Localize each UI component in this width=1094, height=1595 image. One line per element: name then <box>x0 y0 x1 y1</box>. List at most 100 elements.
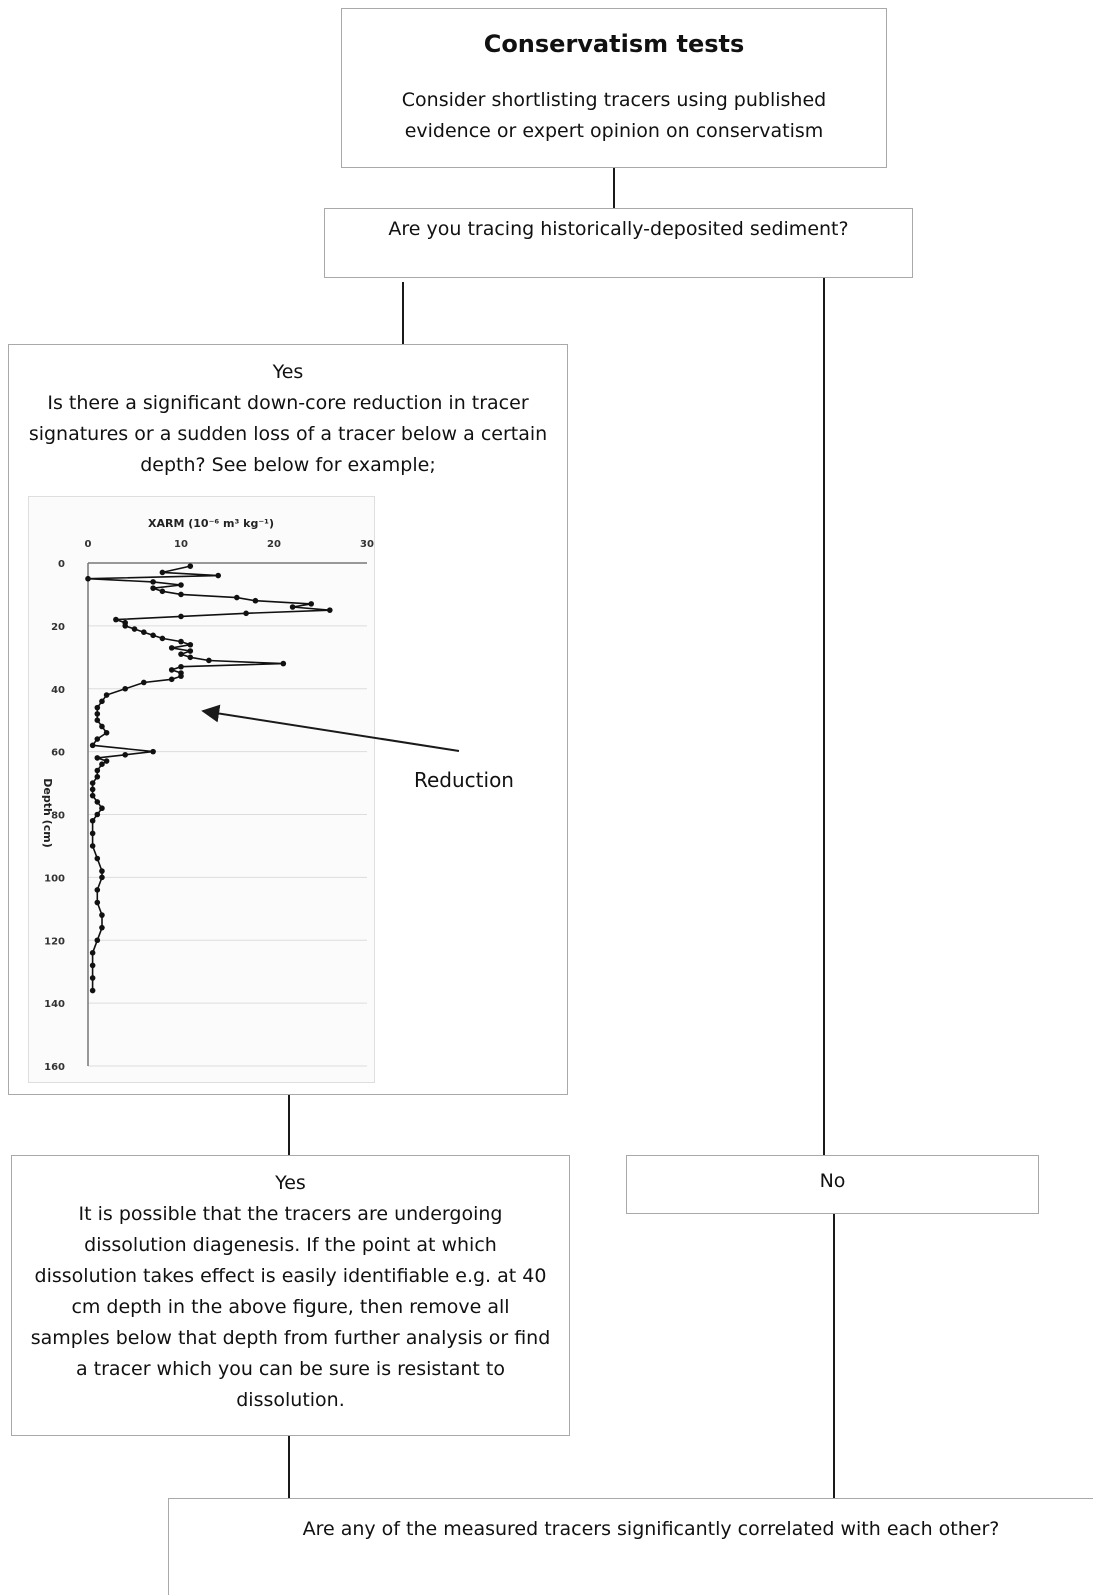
connector-line <box>823 278 825 1155</box>
yes-label: Yes <box>275 1172 306 1194</box>
chart-data-point <box>99 868 105 874</box>
chart-data-point <box>150 632 156 639</box>
chart-data-point <box>159 588 166 595</box>
chart-data-point <box>85 575 91 582</box>
chart-data-point <box>178 613 184 620</box>
chart-data-point <box>150 585 156 591</box>
chart-data-point <box>308 601 315 607</box>
downcore-reduction-question: Is there a significant down-core reducti… <box>28 392 548 476</box>
chart-data-point <box>168 667 175 673</box>
chart-data-point <box>206 657 212 664</box>
chart-data-point <box>89 975 96 981</box>
chart-data-point <box>103 729 110 736</box>
no-box: No <box>626 1155 1039 1214</box>
chart-data-point <box>99 874 105 881</box>
chart-data-point <box>99 723 105 730</box>
chart-data-point <box>89 780 96 786</box>
chart-data-point <box>94 717 101 723</box>
chart-data-point <box>178 582 184 588</box>
chart-data-point <box>94 937 101 944</box>
chart-data-point <box>94 811 101 818</box>
chart-data-point <box>178 663 184 670</box>
chart-y-tick-label: 120 <box>44 936 65 947</box>
chart-data-point <box>234 594 240 601</box>
chart-data-point <box>168 676 175 683</box>
chart-data-point <box>94 711 101 717</box>
chart-data-point <box>94 855 101 862</box>
chart-y-tick-label: 60 <box>51 748 65 759</box>
chart-x-axis-label: XARM (10⁻⁶ m³ kg⁻¹) <box>148 517 274 530</box>
chart-y-tick-label: 0 <box>58 559 65 570</box>
chart-data-point <box>94 773 101 780</box>
chart-data-point <box>187 654 194 661</box>
chart-data-point <box>94 899 101 906</box>
chart-data-point <box>99 761 105 767</box>
chart-y-tick-label: 20 <box>51 622 65 633</box>
chart-data-point <box>150 579 156 585</box>
chart-y-tick-label: 160 <box>44 1062 65 1073</box>
chart-data-point <box>99 924 105 931</box>
conservatism-title: Conservatism tests <box>483 30 745 58</box>
chart-data-point <box>289 604 296 610</box>
no-label: No <box>819 1170 846 1192</box>
chart-data-point <box>215 572 221 579</box>
chart-y-tick-label: 100 <box>44 873 65 884</box>
chart-data-point <box>99 912 105 918</box>
chart-data-point <box>131 626 138 632</box>
chart-data-point <box>89 950 96 956</box>
historical-sediment-question-box: Are you tracing historically-deposited s… <box>324 208 913 278</box>
chart-data-point <box>243 610 249 617</box>
chart-data-point <box>159 569 166 576</box>
yes-label: Yes <box>272 361 304 383</box>
chart-data-point <box>122 751 128 758</box>
chart-data-point <box>141 629 147 635</box>
chart-data-point <box>99 698 105 705</box>
tracer-correlation-question: Are any of the measured tracers signific… <box>302 1518 1000 1540</box>
chart-data-point <box>178 591 184 598</box>
chart-data-point <box>122 685 128 692</box>
chart-data-point <box>141 679 147 686</box>
chart-data-point <box>103 758 110 764</box>
chart-data-point <box>187 563 194 569</box>
chart-data-point <box>94 755 101 761</box>
chart-data-point <box>113 616 119 623</box>
chart-x-tick-label: 30 <box>360 539 374 550</box>
xarm-depth-chart: 0 20 40 60 80 100 120 140 160 0 10 20 30 XARM (10⁻⁶ m… <box>28 496 375 1083</box>
connector-line <box>613 168 615 208</box>
dissolution-diagenesis-text: It is possible that the tracers are unde… <box>30 1203 551 1411</box>
chart-x-tick-label: 10 <box>174 539 188 550</box>
chart-data-point <box>94 767 101 774</box>
chart-data-point <box>99 805 105 812</box>
chart-data-point <box>89 962 96 969</box>
conservatism-intro-text: Consider shortlisting tracers using publ… <box>401 89 827 142</box>
chart-data-point <box>122 623 128 629</box>
chart-data-point <box>178 673 184 679</box>
chart-y-tick-label: 80 <box>51 811 65 822</box>
chart-y-axis-label: Depth (cm) <box>41 778 54 847</box>
chart-data-point <box>89 742 96 749</box>
chart-data-point <box>89 987 96 994</box>
chart-data-point <box>94 736 101 742</box>
chart-data-point <box>327 607 333 613</box>
chart-data-point <box>252 597 259 604</box>
chart-data-point <box>89 843 96 849</box>
chart-data-point <box>94 704 101 711</box>
reduction-label: Reduction <box>414 768 514 792</box>
chart-data-point <box>103 692 110 698</box>
chart-data-point <box>187 641 194 648</box>
connector-line <box>833 1214 835 1498</box>
historical-sediment-question: Are you tracing historically-deposited s… <box>388 218 849 240</box>
connector-line <box>288 1436 290 1498</box>
chart-svg: 0 20 40 60 80 100 120 140 160 0 10 20 30 XARM (10⁻⁶ m… <box>41 517 374 1073</box>
chart-x-tick-label: 20 <box>267 539 281 550</box>
chart-data-point <box>187 648 194 654</box>
tracer-correlation-question-box: Are any of the measured tracers signific… <box>168 1498 1093 1595</box>
chart-data-point <box>89 792 96 799</box>
chart-data-point <box>168 645 175 651</box>
chart-y-tick-label: 40 <box>51 685 65 696</box>
chart-data-point <box>159 635 166 642</box>
connector-line <box>402 282 404 344</box>
chart-data-point <box>150 748 156 755</box>
chart-data-point <box>94 799 101 805</box>
connector-line <box>288 1095 290 1155</box>
